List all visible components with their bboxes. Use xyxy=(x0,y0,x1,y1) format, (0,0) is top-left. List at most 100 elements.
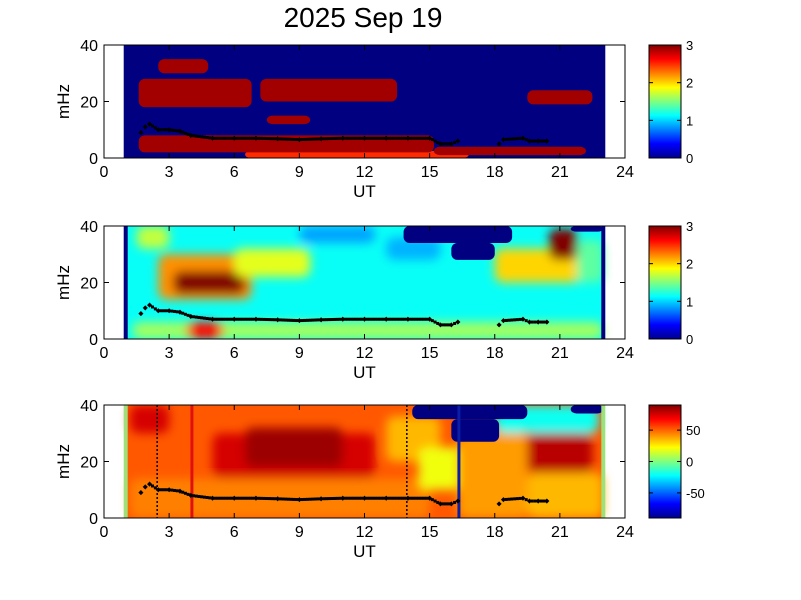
series-point xyxy=(444,502,448,506)
heatmap-cell xyxy=(130,405,170,434)
series-point xyxy=(186,132,190,136)
series-point xyxy=(539,139,543,143)
series-point xyxy=(544,319,550,325)
series-point xyxy=(192,494,196,498)
series-point xyxy=(373,496,377,500)
series-point xyxy=(227,317,231,321)
x-tick-label: 0 xyxy=(100,524,109,541)
series-point xyxy=(322,497,326,501)
series-point xyxy=(447,142,451,146)
series-point xyxy=(314,137,318,141)
series-point xyxy=(403,496,407,500)
series-point xyxy=(504,318,508,322)
series-point xyxy=(208,136,212,140)
series-point xyxy=(159,309,163,313)
series-point xyxy=(235,136,239,140)
series-point xyxy=(205,317,209,321)
series-point xyxy=(287,137,291,141)
series-point xyxy=(344,317,348,321)
series-point xyxy=(200,495,204,499)
series-point xyxy=(183,131,187,135)
series-point xyxy=(278,318,282,322)
x-tick-label: 3 xyxy=(165,164,174,181)
series-point xyxy=(284,318,288,322)
series-point xyxy=(448,501,454,507)
series-point xyxy=(453,321,457,325)
series-point xyxy=(533,499,537,503)
series-point xyxy=(289,318,293,322)
series-point xyxy=(371,496,375,500)
colorbar-tick-label: 3 xyxy=(686,219,693,234)
series-point xyxy=(357,136,361,140)
series-point xyxy=(243,136,247,140)
series-point xyxy=(142,484,148,490)
series-point xyxy=(265,497,269,501)
x-tick-label: 15 xyxy=(421,345,439,362)
series-point xyxy=(150,124,154,128)
series-point xyxy=(221,136,225,140)
series-point xyxy=(411,496,415,500)
series-point xyxy=(368,136,372,140)
series-point xyxy=(400,317,404,321)
series-point xyxy=(194,315,198,319)
heatmap-cell xyxy=(260,78,398,102)
series-point xyxy=(153,126,157,130)
series-point xyxy=(496,501,502,507)
series-point xyxy=(197,315,201,319)
series-point xyxy=(430,498,434,502)
data-edge-left xyxy=(123,45,128,158)
series-point xyxy=(227,136,231,140)
series-point xyxy=(281,318,285,322)
series-point xyxy=(246,136,250,140)
heatmap-mask xyxy=(403,226,513,243)
heatmap-mask xyxy=(451,242,495,260)
series-point xyxy=(268,318,272,322)
series-point xyxy=(289,137,293,141)
series-point xyxy=(513,137,517,141)
series-point xyxy=(354,136,358,140)
heatmap-cell xyxy=(234,248,311,277)
y-tick-label: 20 xyxy=(80,95,98,112)
series-point xyxy=(448,322,454,328)
x-tick-label: 12 xyxy=(356,524,374,541)
series-point xyxy=(243,317,247,321)
series-point xyxy=(444,142,448,146)
series-point xyxy=(433,499,437,503)
y-tick-label: 40 xyxy=(80,398,98,415)
colorbar-tick-label: 0 xyxy=(686,332,693,347)
series-point xyxy=(425,136,429,140)
series-point xyxy=(238,317,242,321)
series-point xyxy=(208,496,212,500)
series-point xyxy=(510,318,514,322)
series-point xyxy=(414,136,418,140)
series-point xyxy=(257,317,261,321)
x-tick-label: 6 xyxy=(230,524,239,541)
series-point xyxy=(246,496,250,500)
series-point xyxy=(400,496,404,500)
series-point xyxy=(453,500,457,504)
series-point xyxy=(354,317,358,321)
series-point xyxy=(170,309,174,313)
series-point xyxy=(219,496,223,500)
series-point xyxy=(327,318,331,322)
series-point xyxy=(243,496,247,500)
series-point xyxy=(249,496,253,500)
series-point xyxy=(164,309,168,313)
series-point xyxy=(259,317,263,321)
series-point xyxy=(240,136,244,140)
y-tick-label: 0 xyxy=(89,332,98,349)
series-point xyxy=(344,496,348,500)
series-point xyxy=(259,136,263,140)
series-point xyxy=(181,490,185,494)
series-point xyxy=(262,496,266,500)
series-point xyxy=(262,317,266,321)
heatmap-cell xyxy=(433,146,586,156)
colorbar xyxy=(648,44,682,159)
series-point xyxy=(368,496,372,500)
series-point xyxy=(200,135,204,139)
x-axis-label: UT xyxy=(353,542,376,561)
series-1 xyxy=(138,302,461,328)
series-point xyxy=(507,318,511,322)
series-point xyxy=(147,302,153,308)
y-tick-label: 40 xyxy=(80,219,98,236)
